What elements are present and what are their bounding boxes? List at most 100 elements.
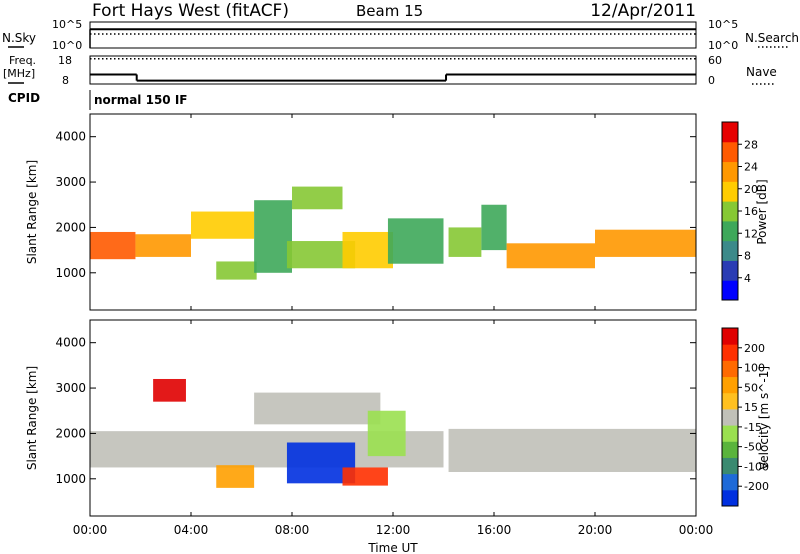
colorbar-tick-label: -100 xyxy=(744,460,769,473)
power-echo-band xyxy=(506,243,595,269)
power-echo-band xyxy=(216,261,257,280)
power-echo-band xyxy=(448,227,482,257)
x-tick-label: 08:00 xyxy=(275,523,310,537)
frequency-traces xyxy=(90,58,696,82)
power-echo-band xyxy=(292,186,343,210)
y-tick-label: 3000 xyxy=(55,381,86,395)
power-colorbar-label: Power [dB] xyxy=(755,179,769,244)
x-tick-label: 20:00 xyxy=(578,523,613,537)
cpid-panel: CPID normal 150 IF xyxy=(8,90,188,110)
velocity-panel: 4000 3000 2000 1000 Slant Range [km] 200 100… xyxy=(25,319,771,517)
velocity-echo-band xyxy=(216,465,255,488)
y-tick-label: 1000 xyxy=(55,472,86,486)
velocity-y-axis-label: Slant Range [km] xyxy=(25,366,39,470)
x-tick-label: 00:00 xyxy=(679,523,714,537)
freq-tick-low: 8 xyxy=(62,74,69,87)
power-panel: 4000 3000 2000 1000 Slant Range [km] 28 24 20… xyxy=(25,113,769,311)
colorbar-tick-label: 28 xyxy=(744,138,758,151)
y-tick-label: 2000 xyxy=(55,220,86,234)
power-heatmap xyxy=(90,186,696,280)
colorbar-tick-label: 8 xyxy=(744,250,751,263)
colorbar-swatch xyxy=(722,360,738,378)
colorbar-swatch xyxy=(722,392,738,410)
colorbar-swatch xyxy=(722,181,738,202)
colorbar-tick-label: 4 xyxy=(744,272,751,285)
power-echo-band xyxy=(135,234,191,257)
power-echo-band xyxy=(595,229,696,257)
velocity-echo-band xyxy=(153,378,186,402)
colorbar-swatch xyxy=(722,141,738,163)
x-tick-label: 12:00 xyxy=(376,523,411,537)
colorbar-swatch xyxy=(722,260,738,281)
time-axis: 00:00 04:00 08:00 12:00 16:00 20:00 00:00 xyxy=(73,114,714,537)
colorbar-swatch xyxy=(722,240,738,261)
colorbar-swatch xyxy=(722,489,738,507)
power-echo-band xyxy=(342,231,393,269)
power-y-axis: 4000 3000 2000 1000 xyxy=(55,130,696,280)
power-echo-band xyxy=(481,204,507,251)
colorbar-swatch xyxy=(722,122,738,143)
station-title: Fort Hays West (fitACF) xyxy=(92,1,289,21)
y-tick-label: 4000 xyxy=(55,336,86,350)
date-label: 12/Apr/2011 xyxy=(590,1,696,21)
colorbar-tick-label: -15 xyxy=(744,421,762,434)
frequency-panel: Freq. [MHz] 18 8 60 0 Nave xyxy=(3,54,777,87)
colorbar-swatch xyxy=(722,408,738,426)
velocity-echo-band xyxy=(367,410,406,457)
velocity-y-axis: 4000 3000 2000 1000 xyxy=(55,336,696,486)
velocity-echo-band xyxy=(254,392,381,425)
power-y-axis-label: Slant Range [km] xyxy=(25,160,39,264)
cpid-label: CPID xyxy=(8,91,40,105)
colorbar-swatch xyxy=(722,220,738,242)
colorbar-swatch xyxy=(722,344,738,361)
noise-left-tick-high: 10^5 xyxy=(52,18,82,31)
power-colorbar: 28 24 20 16 12 8 4 xyxy=(721,121,758,301)
velocity-colorbar: 200 100 50 15 -15 -50 -100 -200 xyxy=(721,327,769,507)
colorbar-swatch xyxy=(722,280,738,301)
noise-right-tick-low: 10^0 xyxy=(708,39,738,52)
noise-search-label: N.Search xyxy=(745,31,799,45)
colorbar-frame xyxy=(721,327,739,507)
colorbar-swatch xyxy=(722,376,738,394)
power-echo-band xyxy=(191,211,255,239)
colorbar-swatch xyxy=(722,441,738,458)
freq-unit-label: [MHz] xyxy=(3,67,35,80)
velocity-echo-band xyxy=(448,428,696,472)
beam-label: Beam 15 xyxy=(356,2,423,20)
velocity-echo-band xyxy=(342,467,388,486)
colorbar-swatch xyxy=(722,201,738,222)
freq-label: Freq. xyxy=(9,54,36,67)
y-tick-label: 1000 xyxy=(55,266,86,280)
colorbar-tick-label: 16 xyxy=(744,205,758,218)
velocity-heatmap xyxy=(90,378,696,488)
colorbar-swatch xyxy=(722,328,738,345)
noise-left-tick-low: 10^0 xyxy=(52,39,82,52)
colorbar-swatch xyxy=(722,425,738,442)
noise-sky-label: N.Sky xyxy=(2,31,36,45)
x-axis-label: Time UT xyxy=(367,541,418,554)
y-tick-label: 4000 xyxy=(55,130,86,144)
power-echo-band xyxy=(90,231,136,260)
colorbar-swatch xyxy=(722,473,738,491)
colorbar-tick-label: 100 xyxy=(744,362,765,375)
x-tick-label: 04:00 xyxy=(174,523,209,537)
colorbar-swatch xyxy=(722,457,738,475)
colorbar-tick-label: 15 xyxy=(744,401,758,414)
colorbar-swatch xyxy=(722,161,738,182)
cpid-program-name: normal 150 IF xyxy=(94,93,188,107)
y-tick-label: 3000 xyxy=(55,175,86,189)
power-echo-band xyxy=(387,218,444,264)
colorbar-tick-label: 50 xyxy=(744,381,758,394)
colorbar-tick-label: 200 xyxy=(744,342,765,355)
nave-label: Nave xyxy=(746,65,777,79)
nave-tick-low: 0 xyxy=(708,74,715,87)
colorbar-tick-label: 20 xyxy=(744,183,758,196)
power-echo-band xyxy=(254,200,292,273)
freq-tick-high: 18 xyxy=(58,54,72,67)
colorbar-tick-label: 24 xyxy=(744,161,758,174)
colorbar-tick-label: -50 xyxy=(744,441,762,454)
x-tick-label: 00:00 xyxy=(73,523,108,537)
noise-panel: N.Sky 10^5 10^0 10^5 10^0 N.Search xyxy=(2,18,799,52)
colorbar-tick-label: -200 xyxy=(744,480,769,493)
